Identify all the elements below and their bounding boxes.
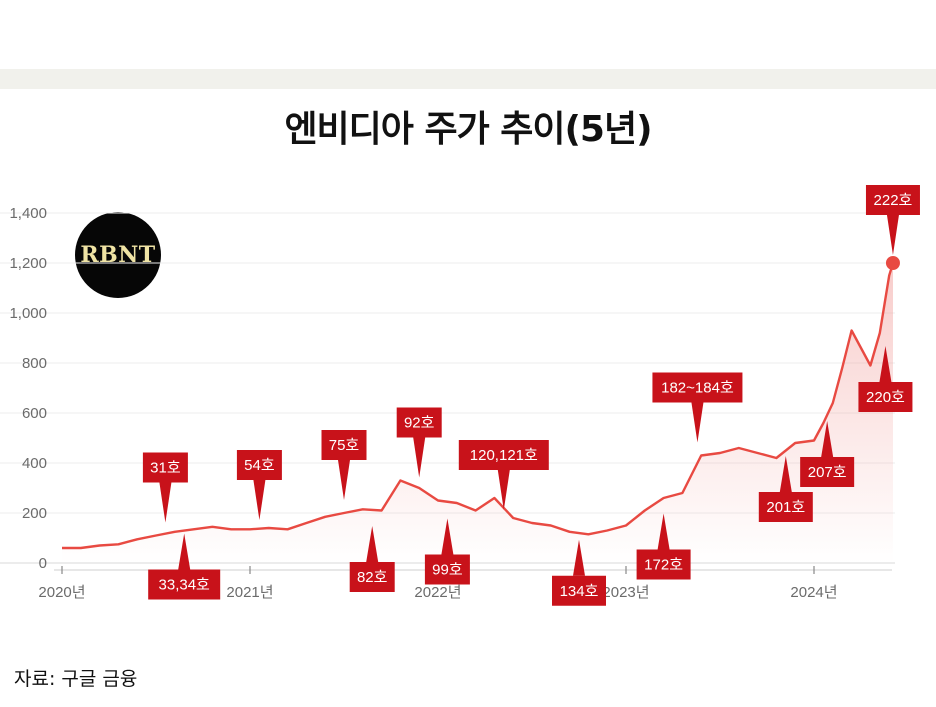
callout-pointer: [691, 402, 704, 443]
annotation-callout: 134호: [552, 539, 606, 606]
callout-pointer: [253, 480, 266, 520]
y-tick-label: 0: [39, 555, 47, 572]
price-line: [62, 262, 895, 550]
callout-box: [652, 372, 743, 403]
callout-label: 182~184호: [661, 380, 734, 397]
callout-label: 207호: [808, 464, 847, 481]
x-tick-label: 2021년: [226, 584, 273, 601]
callout-box: [321, 430, 367, 460]
annotation-callout: 207호: [800, 421, 855, 487]
y-tick-label: 200: [22, 505, 47, 522]
annotation-callout: 220호: [858, 346, 913, 412]
callout-pointer: [657, 513, 670, 550]
y-tick-label: 400: [22, 455, 47, 472]
callout-label: 201호: [766, 499, 805, 516]
callout-box: [800, 457, 855, 487]
callout-label: 134호: [560, 583, 599, 600]
callout-label: 172호: [644, 557, 683, 574]
x-tick-label: 2024년: [790, 584, 837, 601]
callout-label: 33,34호: [159, 577, 211, 594]
callout-pointer: [366, 526, 379, 562]
callout-pointer: [413, 437, 426, 478]
callout-pointer: [441, 518, 454, 555]
callout-label: 75호: [329, 437, 360, 454]
y-tick-label: 1,200: [9, 255, 47, 272]
annotation-callout: 82호: [349, 526, 395, 592]
callout-box: [865, 185, 920, 215]
annotation-callout: 75호: [321, 430, 367, 500]
callout-box: [396, 407, 442, 438]
callout-box: [758, 492, 813, 522]
x-tick-label: 2020년: [38, 584, 85, 601]
callout-label: 31호: [150, 460, 181, 477]
y-tick-label: 1,000: [9, 305, 47, 322]
callout-box: [424, 554, 470, 585]
x-tick-label: 2023년: [602, 584, 649, 601]
annotation-callout: 31호: [142, 452, 188, 523]
x-tick-label: 2022년: [414, 584, 461, 601]
annotation-callout: 33,34호: [148, 533, 221, 600]
y-tick-label: 600: [22, 405, 47, 422]
callout-box: [552, 575, 606, 606]
latest-price-marker: [885, 256, 900, 270]
y-tick-label: 1,400: [9, 205, 47, 222]
callout-box: [236, 450, 282, 480]
annotation-callout: 172호: [636, 513, 691, 580]
callout-label: 54호: [244, 457, 275, 474]
callout-pointer: [178, 533, 191, 570]
callout-label: 220호: [866, 389, 905, 406]
top-band: [0, 69, 936, 89]
data-source: 자료: 구글 금융: [14, 668, 138, 690]
callout-pointer: [821, 421, 834, 457]
callout-label: 222호: [874, 192, 913, 209]
annotation-callout: 182~184호: [652, 372, 743, 443]
callout-pointer: [497, 470, 510, 510]
annotation-callout: 99호: [424, 518, 470, 585]
callout-label: 99호: [432, 562, 463, 579]
annotation-callout: 201호: [758, 456, 813, 522]
page-title: 엔비디아 주가 추이(5년): [284, 109, 652, 150]
annotation-callout: 222호: [865, 185, 920, 270]
callout-label: 92호: [404, 415, 435, 432]
callout-box: [636, 549, 691, 580]
callout-pointer: [779, 456, 792, 492]
callout-box: [858, 382, 913, 412]
y-tick-label: 800: [22, 355, 47, 372]
callout-box: [142, 452, 188, 483]
callout-box: [148, 569, 221, 600]
annotation-callout: 120,121호: [458, 440, 549, 510]
annotation-callout: 54호: [236, 450, 282, 520]
annotation-callout: 92호: [396, 407, 442, 478]
callout-pointer: [159, 482, 172, 523]
callout-label: 120,121호: [470, 447, 538, 464]
callout-pointer: [338, 460, 350, 500]
rbnt-logo: RBNT: [75, 212, 161, 298]
callout-box: [349, 562, 395, 592]
callout-pointer: [886, 215, 899, 255]
callout-pointer: [879, 346, 892, 382]
callout-pointer: [573, 539, 585, 576]
callout-box: [458, 440, 549, 470]
callout-label: 82호: [357, 569, 388, 586]
